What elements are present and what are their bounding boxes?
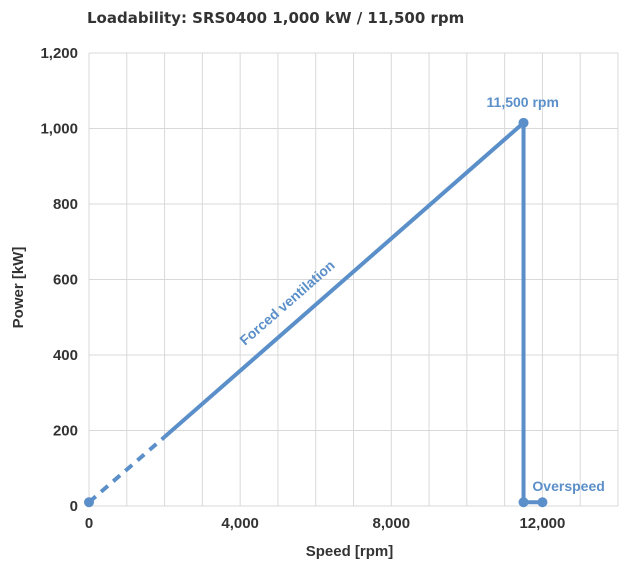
grid [88, 52, 619, 507]
y-tick-label: 400 [53, 347, 78, 364]
chart-title: Loadability: SRS0400 1,000 kW / 11,500 r… [87, 9, 464, 27]
x-tick-label: 0 [85, 515, 93, 532]
y-tick-label: 1,000 [40, 121, 78, 138]
data-point-marker [518, 117, 529, 128]
y-tick-label: 800 [53, 196, 78, 213]
data-point-marker [537, 497, 548, 508]
x-tick-label: 12,000 [519, 515, 565, 532]
dashed-series-line [87, 435, 166, 504]
x-axis-title: Speed [rpm] [306, 543, 394, 560]
y-tick-label: 600 [53, 272, 78, 289]
data-point-marker [84, 497, 94, 508]
annotation-overspeed: Overspeed [532, 478, 604, 494]
solid-series-line [163, 118, 543, 505]
annotation-peak-speed: 11,500 rpm [487, 94, 559, 110]
series-lines [87, 118, 543, 505]
y-tick-label: 1,200 [40, 45, 78, 62]
x-tick-label: 4,000 [221, 515, 259, 532]
series-markers [84, 117, 548, 508]
annotations: 11,500 rpm Forced ventilation Overspeed [236, 94, 604, 494]
data-point-marker [518, 497, 529, 508]
annotation-forced-ventilation: Forced ventilation [236, 257, 337, 348]
tick-labels: 0 4,000 8,000 12,000 0 200 400 600 800 1,000 1,200 [40, 45, 565, 532]
x-tick-label: 8,000 [373, 515, 411, 532]
y-tick-label: 200 [53, 423, 78, 440]
y-axis-title: Power [kW] [10, 247, 27, 329]
y-tick-label: 0 [70, 498, 78, 515]
